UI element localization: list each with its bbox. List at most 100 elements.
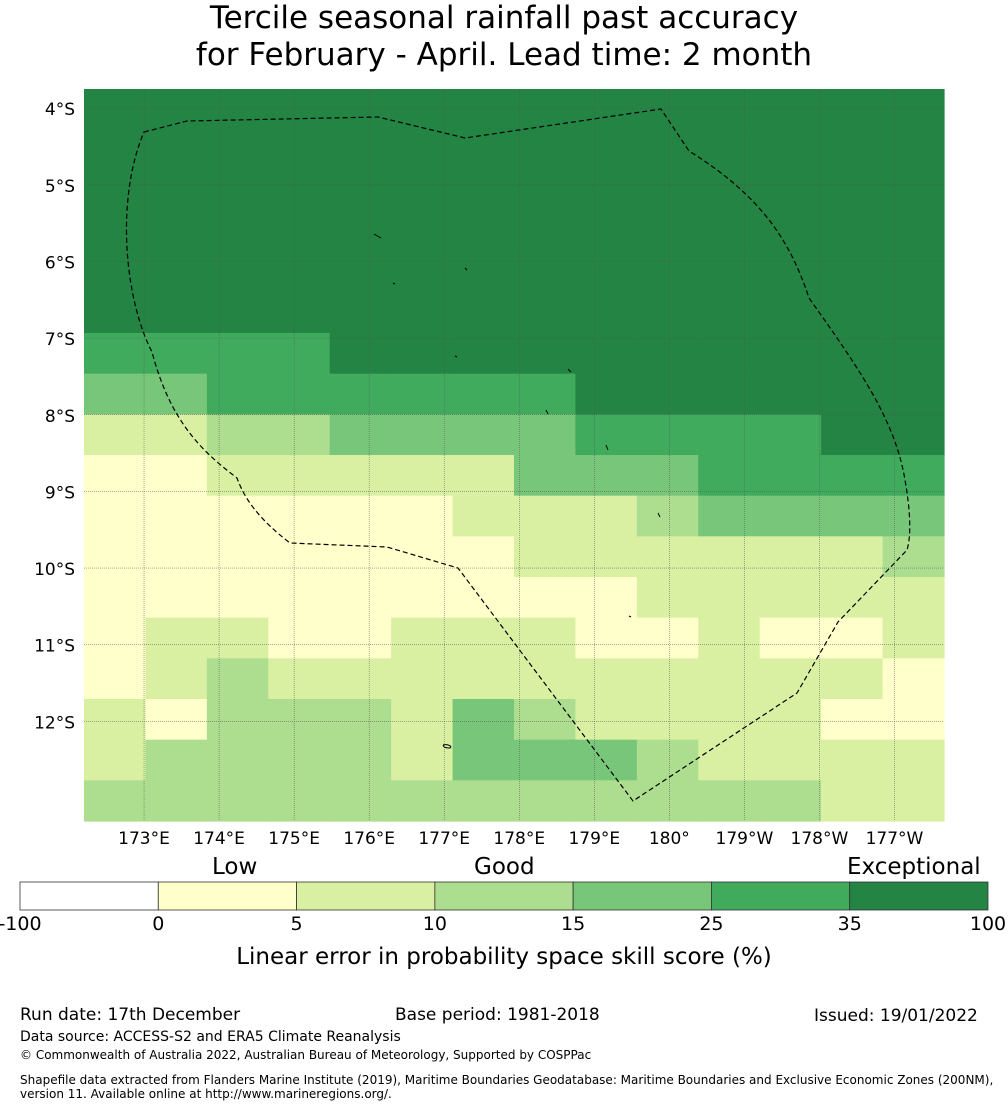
colorbar-tick-label: 0	[152, 913, 165, 935]
skill-cell	[698, 780, 761, 822]
colorbar-swatch	[572, 881, 712, 911]
skill-cell	[514, 89, 577, 131]
skill-cell	[575, 617, 638, 659]
skill-cell	[636, 780, 699, 822]
island-outline	[454, 355, 458, 358]
skill-cell	[145, 170, 208, 212]
skill-cell	[575, 455, 638, 497]
skill-cell	[759, 292, 822, 334]
skill-cell	[882, 292, 945, 334]
skill-cell	[145, 292, 208, 334]
skill-cell	[145, 617, 208, 659]
data-source: Data source: ACCESS-S2 and ERA5 Climate …	[20, 1029, 401, 1045]
skill-cell	[882, 739, 945, 781]
skill-cell	[514, 251, 577, 293]
longitude-label: 179°E	[568, 829, 620, 849]
skill-cell	[206, 455, 269, 497]
skill-cell	[206, 577, 269, 619]
skill-cell	[391, 170, 454, 212]
skill-cell	[452, 373, 515, 415]
skill-cell	[698, 658, 761, 700]
skill-cell	[514, 536, 577, 578]
colorbar-tick-label: -100	[0, 913, 42, 935]
longitude-label: 177°E	[418, 829, 470, 849]
skill-cell	[268, 577, 331, 619]
skill-cell	[206, 292, 269, 334]
skill-cell	[698, 89, 761, 131]
skill-cell	[575, 129, 638, 171]
skill-cell	[145, 658, 208, 700]
skill-cell	[759, 333, 822, 375]
colorbar-tick-label: 100	[969, 913, 1007, 935]
skill-cell	[452, 617, 515, 659]
skill-cell	[759, 739, 822, 781]
skill-cell	[206, 170, 269, 212]
skill-cell	[575, 536, 638, 578]
skill-cell	[329, 89, 392, 131]
skill-cell	[698, 495, 761, 537]
skill-cell	[329, 495, 392, 537]
skill-cell	[514, 129, 577, 171]
skill-cell	[698, 251, 761, 293]
skill-cell	[329, 455, 392, 497]
island-outline	[392, 282, 396, 285]
skill-cell	[821, 577, 884, 619]
skill-cell	[391, 780, 454, 822]
skill-cell	[268, 780, 331, 822]
skill-cell	[698, 577, 761, 619]
skill-cell	[452, 89, 515, 131]
skill-cell	[514, 617, 577, 659]
skill-cell	[636, 292, 699, 334]
skill-grid	[84, 89, 945, 822]
skill-cell	[84, 617, 147, 659]
skill-cell	[329, 658, 392, 700]
run-date: Run date: 17th December	[20, 1005, 241, 1025]
latitude-label: 7°S	[45, 330, 75, 350]
skill-cell	[391, 617, 454, 659]
skill-cell	[452, 536, 515, 578]
skill-cell	[206, 780, 269, 822]
title-line-1: Tercile seasonal rainfall past accuracy	[209, 0, 799, 36]
skill-cell	[145, 333, 208, 375]
skill-cell	[391, 251, 454, 293]
latitude-label: 10°S	[34, 560, 75, 580]
skill-cell	[145, 251, 208, 293]
longitude-labels: 173°E 174°E 175°E 176°E 177°E 178°E 179°E 180° 1…	[118, 829, 923, 849]
island-outline	[545, 409, 549, 415]
skill-cell	[329, 211, 392, 253]
longitude-label: 174°E	[193, 829, 245, 849]
skill-cell	[759, 536, 822, 578]
skill-cell	[821, 455, 884, 497]
shapefile-credit-1: Shapefile data extracted from Flanders M…	[20, 1073, 994, 1087]
colorbar-tick-label: 25	[699, 913, 724, 935]
skill-cell	[206, 211, 269, 253]
skill-cell	[821, 617, 884, 659]
skill-cell	[452, 699, 515, 741]
category-low: Low	[212, 854, 258, 880]
skill-cell	[636, 251, 699, 293]
skill-cell	[206, 251, 269, 293]
skill-cell	[329, 536, 392, 578]
skill-cell	[575, 577, 638, 619]
latitude-label: 6°S	[45, 253, 75, 273]
colorbar-tick-label: 5	[290, 913, 303, 935]
skill-cell	[268, 211, 331, 253]
skill-cell	[821, 658, 884, 700]
skill-cell	[514, 658, 577, 700]
skill-cell	[329, 129, 392, 171]
skill-cell	[268, 455, 331, 497]
skill-cell	[698, 536, 761, 578]
latitude-label: 11°S	[34, 637, 75, 657]
skill-cell	[636, 658, 699, 700]
colorbar-swatch	[434, 881, 574, 911]
skill-cell	[206, 373, 269, 415]
island-outline	[442, 744, 452, 749]
skill-cell	[268, 495, 331, 537]
skill-cell	[821, 414, 884, 456]
skill-cell	[452, 455, 515, 497]
chart-title: Tercile seasonal rainfall past accuracy …	[0, 0, 1008, 74]
skill-cell	[636, 414, 699, 456]
colorbar-tick-label: 10	[422, 913, 447, 935]
category-exceptional: Exceptional	[847, 854, 981, 880]
